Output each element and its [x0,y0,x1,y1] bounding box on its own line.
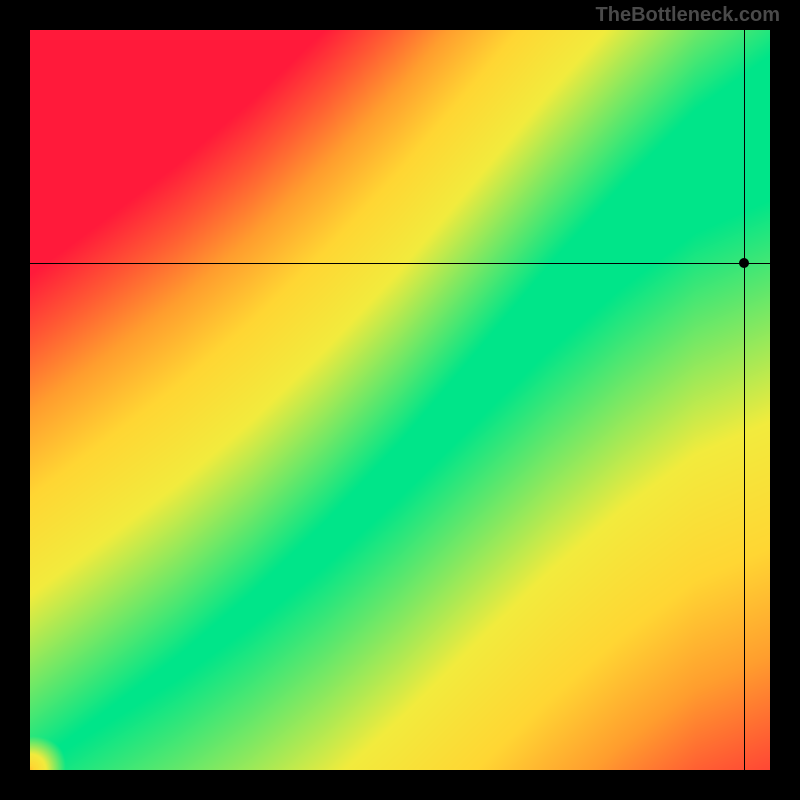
crosshair-marker-dot [739,258,749,268]
crosshair-horizontal-line [30,263,770,264]
crosshair-vertical-line [744,30,745,770]
heatmap-plot-area [30,30,770,770]
bottleneck-heatmap [30,30,770,770]
watermark-text: TheBottleneck.com [596,4,780,27]
